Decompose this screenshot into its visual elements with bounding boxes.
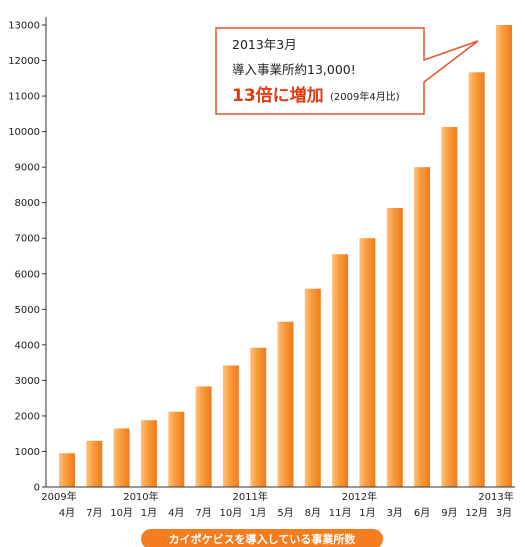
bar: [141, 420, 157, 487]
x-tick-label: 10月: [220, 507, 243, 519]
y-tick-label: 4000: [15, 340, 40, 351]
x-tick-label: 10月: [110, 507, 133, 519]
y-tick-label: 10000: [8, 127, 40, 138]
x-tick-label: 1月: [141, 507, 157, 519]
bar: [332, 254, 348, 487]
x-tick-label: 3月: [387, 507, 403, 519]
callout-annotation: 2013年3月 導入事業所約13,000! 13倍に増加 (2009年4月比): [216, 28, 478, 114]
y-tick-label: 12000: [8, 56, 40, 67]
x-tick-label: 4月: [168, 507, 184, 519]
callout-emphasis: 13倍に増加: [232, 85, 324, 106]
bar: [414, 167, 430, 487]
x-year-label: 2012年: [342, 490, 377, 503]
bar: [114, 428, 130, 487]
x-tick-label: 7月: [86, 507, 102, 519]
bar: [469, 72, 485, 487]
x-year-label: 2013年: [478, 490, 513, 503]
bar: [196, 386, 212, 487]
x-axis: 4月 7月 10月 1月 4月 7月 10月 1月 5月 8月 11月 1月 3月 6月 9月 12月 3月 20…: [41, 487, 515, 519]
y-tick-label: 7000: [15, 234, 40, 245]
bar: [59, 453, 75, 487]
y-tick-label: 11000: [8, 92, 40, 103]
y-tick-label: 1000: [15, 447, 40, 458]
x-tick-label: 8月: [305, 507, 321, 519]
y-axis: 0 1000 2000 3000 4000 5000 6000 7000 8000 9000 100…: [8, 17, 46, 494]
bar: [387, 208, 403, 487]
bar: [496, 25, 512, 487]
bar: [168, 412, 184, 487]
bar: [250, 348, 266, 487]
bar: [278, 322, 294, 487]
x-tick-label: 5月: [277, 507, 293, 519]
x-tick-label: 6月: [414, 507, 430, 519]
y-tick-label: 5000: [15, 305, 40, 316]
callout-count: 導入事業所約13,000!: [232, 62, 356, 77]
callout-date: 2013年3月: [232, 37, 297, 52]
y-tick-label: 2000: [15, 411, 40, 422]
bar: [441, 127, 457, 487]
x-tick-label: 3月: [496, 507, 512, 519]
x-tick-label: 7月: [195, 507, 211, 519]
caption-text: カイポケビスを導入している事業所数: [169, 532, 357, 546]
bar: [305, 289, 321, 487]
bar: [86, 441, 102, 487]
x-tick-label: 11月: [329, 507, 352, 519]
x-axis-caption: カイポケビスを導入している事業所数: [141, 529, 383, 547]
y-tick-label: 13000: [8, 21, 40, 32]
x-tick-label: 1月: [359, 507, 375, 519]
x-year-label: 2009年: [41, 490, 76, 503]
y-tick-label: 3000: [15, 376, 40, 387]
x-tick-label: 1月: [250, 507, 266, 519]
x-year-label: 2010年: [123, 490, 158, 503]
y-tick-label: 9000: [15, 163, 40, 174]
x-tick-label: 12月: [465, 507, 488, 519]
y-tick-label: 6000: [15, 269, 40, 280]
bar: [359, 238, 375, 487]
y-tick-label: 8000: [15, 198, 40, 209]
x-tick-label: 9月: [441, 507, 457, 519]
callout-note: (2009年4月比): [330, 90, 400, 103]
x-tick-label: 4月: [59, 507, 75, 519]
bar: [223, 366, 239, 488]
y-tick-label: 0: [34, 483, 40, 494]
x-year-label: 2011年: [232, 490, 267, 503]
